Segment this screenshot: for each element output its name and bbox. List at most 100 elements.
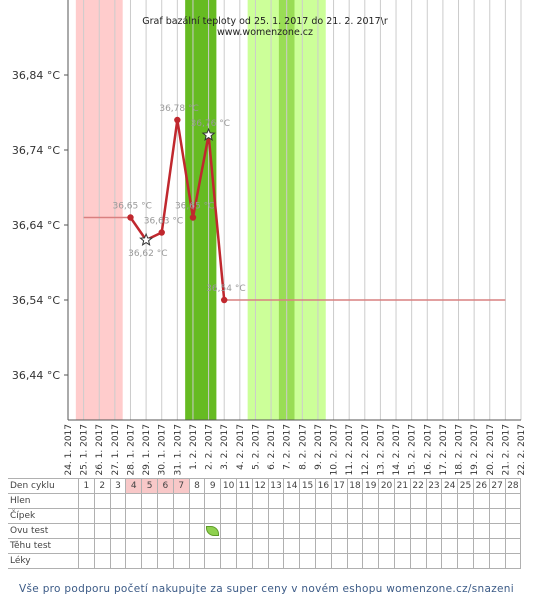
cycle-day-19: 19 [362, 478, 380, 494]
cycle-day-5: 5 [141, 478, 158, 494]
table-cell [425, 508, 443, 524]
ytick-label-3: 36,74 °C [12, 144, 60, 157]
table-cell [78, 493, 95, 509]
cycle-day-21: 21 [393, 478, 411, 494]
table-cell [220, 523, 237, 539]
table-cell [109, 523, 127, 539]
ytick-label-4: 36,84 °C [12, 69, 60, 82]
table-cell [251, 553, 269, 569]
table-row: Hlen [8, 493, 522, 509]
table-cell [267, 508, 285, 524]
table-cell [251, 523, 269, 539]
table-cell [393, 538, 411, 554]
point-label-6: 36,54 °C [206, 284, 245, 294]
table-cell [441, 523, 459, 539]
table-cell [109, 553, 127, 569]
table-cell [172, 493, 190, 509]
table-cell [267, 538, 285, 554]
chart-axes: 36,44 °C 36,54 °C 36,64 °C 36,74 °C 36,84 °C… [12, 0, 527, 476]
table-cell [93, 538, 111, 554]
point-label-1: 36,62 °C [128, 249, 167, 259]
xtick-label-9: 2. 2. 2017 [205, 424, 215, 470]
cycle-day-23: 23 [425, 478, 443, 494]
table-cell [393, 523, 411, 539]
xtick-label-26: 19. 2. 2017 [470, 424, 480, 476]
table-cell [267, 493, 285, 509]
table-cell [362, 553, 380, 569]
table-cell [141, 523, 158, 539]
xtick-label-10: 3. 2. 2017 [220, 424, 230, 470]
point-label-2: 36,63 °C [144, 217, 183, 227]
table-cell [188, 493, 206, 509]
chart-title: Graf bazální teploty od 25. 1. 2017 do 2… [142, 16, 388, 27]
cycle-day-10: 10 [220, 478, 237, 494]
row-label: Ovu test [8, 523, 79, 539]
point-labels: 36,65 °C 36,62 °C 36,63 °C 36,78 °C 36,65 °C… [112, 104, 245, 294]
row-label: Čípek [8, 508, 79, 524]
xtick-label-4: 28. 1. 2017 [126, 424, 136, 476]
table-cell [299, 553, 316, 569]
table-cell [220, 553, 237, 569]
table-cell [141, 493, 158, 509]
table-cell [109, 508, 127, 524]
xtick-label-28: 21. 2. 2017 [501, 424, 511, 476]
cycle-day-27: 27 [488, 478, 506, 494]
table-cell [362, 523, 380, 539]
data-point-3 [174, 116, 181, 124]
data-point-4 [189, 214, 197, 221]
table-cell [188, 538, 206, 554]
table-cell [125, 493, 143, 509]
table-cell [251, 493, 269, 509]
table-cell [235, 493, 253, 509]
table-cell [472, 508, 490, 524]
table-cell [362, 538, 380, 554]
ytick-label-0: 36,44 °C [12, 369, 60, 382]
table-cell [172, 508, 190, 524]
table-cell [78, 523, 95, 539]
xtick-label-21: 14. 2. 2017 [392, 424, 402, 476]
table-cell [425, 493, 443, 509]
xtick-label-8: 1. 2. 2017 [189, 424, 199, 470]
table-cell [441, 493, 459, 509]
xtick-label-3: 27. 1. 2017 [111, 424, 121, 476]
cycle-day-4: 4 [125, 478, 143, 494]
band-1 [185, 0, 217, 420]
cycle-day-1: 1 [78, 478, 95, 494]
table-cell [504, 553, 522, 569]
table-cell [409, 493, 427, 509]
row-label: Těhu test [8, 538, 79, 554]
table-cell [141, 538, 158, 554]
table-cell [93, 523, 111, 539]
table-cell [472, 553, 490, 569]
table-cell [314, 538, 332, 554]
series-points [127, 116, 228, 304]
table-cell [93, 553, 111, 569]
cycle-day-28: 28 [504, 478, 522, 494]
table-cell [172, 538, 190, 554]
xtick-label-2: 26. 1. 2017 [95, 424, 105, 476]
table-cell [283, 493, 301, 509]
row-label: Hlen [8, 493, 79, 509]
leaf-icon [206, 525, 220, 536]
table-cell [156, 523, 174, 539]
table-cell [283, 508, 301, 524]
cycle-day-17: 17 [330, 478, 348, 494]
table-cell [393, 508, 411, 524]
table-cell [156, 553, 174, 569]
table-cell [314, 523, 332, 539]
table-cell [504, 523, 522, 539]
table-cell [393, 493, 411, 509]
xtick-label-18: 11. 2. 2017 [345, 424, 355, 476]
shop-link[interactable]: Vše pro podporu početí nakupujte za supe… [19, 583, 514, 595]
table-cell [204, 508, 222, 524]
table-cell [472, 523, 490, 539]
table-cell [346, 538, 364, 554]
table-cell [299, 538, 316, 554]
cycle-day-8: 8 [188, 478, 206, 494]
table-cell [125, 553, 143, 569]
xtick-label-12: 5. 2. 2017 [251, 424, 261, 470]
table-cell [457, 538, 474, 554]
table-cell [172, 553, 190, 569]
table-cell [283, 538, 301, 554]
cycle-day-25: 25 [457, 478, 474, 494]
